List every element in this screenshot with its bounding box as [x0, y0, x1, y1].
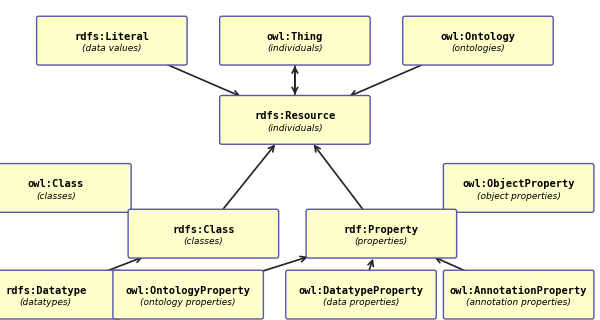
- FancyBboxPatch shape: [37, 16, 187, 65]
- Text: owl:AnnotationProperty: owl:AnnotationProperty: [450, 285, 587, 296]
- Text: (properties): (properties): [355, 237, 408, 246]
- FancyBboxPatch shape: [128, 209, 278, 258]
- Text: rdfs:Literal: rdfs:Literal: [74, 32, 149, 42]
- Text: (data properties): (data properties): [323, 298, 399, 307]
- Text: owl:ObjectProperty: owl:ObjectProperty: [463, 178, 575, 189]
- Text: (annotation properties): (annotation properties): [466, 298, 571, 307]
- Text: owl:DatatypeProperty: owl:DatatypeProperty: [299, 285, 424, 296]
- FancyBboxPatch shape: [403, 16, 553, 65]
- FancyBboxPatch shape: [306, 209, 457, 258]
- Text: rdfs:Datatype: rdfs:Datatype: [5, 285, 86, 296]
- Text: owl:Thing: owl:Thing: [267, 32, 323, 42]
- Text: (classes): (classes): [184, 237, 223, 246]
- Text: (datatypes): (datatypes): [20, 298, 72, 307]
- FancyBboxPatch shape: [0, 270, 121, 319]
- Text: rdfs:Class: rdfs:Class: [172, 225, 235, 235]
- FancyBboxPatch shape: [286, 270, 436, 319]
- Text: owl:Ontology: owl:Ontology: [440, 32, 515, 42]
- Text: (ontologies): (ontologies): [451, 44, 505, 53]
- FancyBboxPatch shape: [443, 164, 594, 212]
- FancyBboxPatch shape: [113, 270, 263, 319]
- Text: rdfs:Resource: rdfs:Resource: [254, 111, 335, 121]
- FancyBboxPatch shape: [220, 95, 370, 144]
- Text: (individuals): (individuals): [267, 124, 323, 132]
- Text: (object properties): (object properties): [477, 192, 560, 201]
- FancyBboxPatch shape: [0, 164, 131, 212]
- FancyBboxPatch shape: [220, 16, 370, 65]
- Text: owl:Class: owl:Class: [28, 179, 84, 189]
- Text: owl:OntologyProperty: owl:OntologyProperty: [125, 285, 251, 296]
- Text: (classes): (classes): [36, 192, 76, 201]
- Text: (ontology properties): (ontology properties): [140, 298, 236, 307]
- Text: (data values): (data values): [82, 44, 142, 53]
- Text: rdf:Property: rdf:Property: [344, 225, 419, 235]
- FancyBboxPatch shape: [443, 270, 594, 319]
- Text: (individuals): (individuals): [267, 44, 323, 53]
